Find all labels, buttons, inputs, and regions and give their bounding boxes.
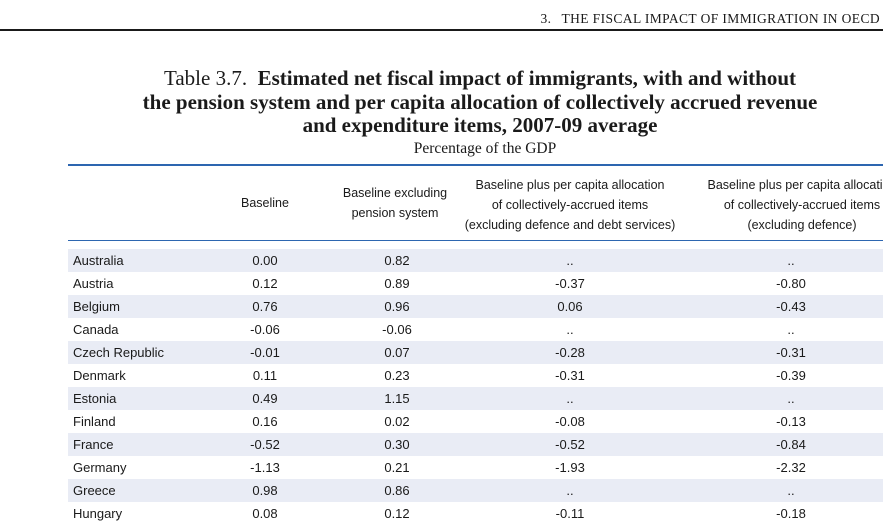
baseline-cell: -0.01 — [250, 345, 280, 360]
baseline-cell: 0.76 — [252, 299, 278, 314]
excl-pension-cell: 0.07 — [384, 345, 410, 360]
pc-excl-defence-debt-cell: -1.93 — [555, 460, 585, 475]
column-header-line: Baseline plus per capita allocation — [707, 178, 883, 192]
baseline-cell: -0.52 — [250, 437, 280, 452]
baseline-cell: 0.08 — [252, 506, 278, 521]
excl-pension-cell: 0.96 — [384, 299, 410, 314]
pc-excl-defence-cell: -0.43 — [776, 299, 806, 314]
excl-pension-cell: 0.02 — [384, 414, 410, 429]
table-title: Table 3.7. Estimated net fiscal impact o… — [0, 66, 883, 138]
excl-pension-cell: 0.21 — [384, 460, 410, 475]
header-bottom-rule — [68, 240, 883, 241]
table-row: Finland 0.16 0.02 -0.08 -0.13 — [68, 410, 883, 433]
column-header-per-capita-excl-defence-debt: Baseline plus per capita allocation of c… — [455, 175, 685, 235]
excl-pension-cell: 0.23 — [384, 368, 410, 383]
table-row: Czech Republic -0.01 0.07 -0.28 -0.31 — [68, 341, 883, 364]
table-row: Belgium 0.76 0.96 0.06 -0.43 — [68, 295, 883, 318]
column-header-line: Baseline excluding — [342, 186, 448, 200]
table-title-line-1: Estimated net fiscal impact of immigrant… — [257, 66, 796, 90]
pc-excl-defence-debt-cell: .. — [566, 483, 574, 498]
excl-pension-cell: 0.30 — [384, 437, 410, 452]
excl-pension-cell: -0.06 — [382, 322, 412, 337]
country-cell: Australia — [73, 253, 124, 268]
excl-pension-cell: 0.12 — [384, 506, 410, 521]
country-cell: Estonia — [73, 391, 117, 406]
excl-pension-cell: 0.89 — [384, 276, 410, 291]
pc-excl-defence-debt-cell: 0.06 — [557, 299, 583, 314]
column-header-line: (excluding defence) — [747, 218, 857, 232]
country-cell: Denmark — [73, 368, 126, 383]
pc-excl-defence-cell: .. — [787, 322, 795, 337]
baseline-cell: -0.06 — [250, 322, 280, 337]
pc-excl-defence-cell: -0.31 — [776, 345, 806, 360]
baseline-cell: 0.11 — [252, 368, 278, 383]
table-number: Table 3.7. — [164, 66, 248, 90]
baseline-cell: -1.13 — [250, 460, 280, 475]
excl-pension-cell: 1.15 — [384, 391, 410, 406]
column-header-line: of collectively-accrued items — [723, 198, 881, 212]
table-row: Germany -1.13 0.21 -1.93 -2.32 — [68, 456, 883, 479]
pc-excl-defence-debt-cell: -0.28 — [555, 345, 585, 360]
country-cell: Finland — [73, 414, 116, 429]
country-cell: Hungary — [73, 506, 123, 521]
table-body: Australia 0.00 0.82 .. .. Austria 0.12 0… — [68, 249, 883, 525]
country-cell: Belgium — [73, 299, 120, 314]
column-header-per-capita-excl-defence: Baseline plus per capita allocation of c… — [687, 175, 883, 235]
running-head: 3. THE FISCAL IMPACT OF IMMIGRATION IN OE… — [0, 11, 880, 27]
baseline-cell: 0.00 — [252, 253, 278, 268]
country-cell: Austria — [73, 276, 114, 291]
column-header-line: Baseline plus per capita allocation — [475, 178, 665, 192]
column-header-excluding-pension: Baseline excluding pension system — [330, 183, 460, 223]
country-cell: France — [73, 437, 114, 452]
pc-excl-defence-cell: -0.39 — [776, 368, 806, 383]
table-row: France -0.52 0.30 -0.52 -0.84 — [68, 433, 883, 456]
table-subtitle: Percentage of the GDP — [413, 140, 557, 157]
pc-excl-defence-cell: .. — [787, 391, 795, 406]
baseline-cell: 0.49 — [252, 391, 278, 406]
pc-excl-defence-cell: -2.32 — [776, 460, 806, 475]
country-cell: Canada — [73, 322, 119, 337]
table-top-rule — [68, 164, 883, 166]
pc-excl-defence-cell: .. — [787, 483, 795, 498]
table-title-line-3: and expenditure items, 2007-09 average — [302, 113, 658, 137]
table-row: Canada -0.06 -0.06 .. .. — [68, 318, 883, 341]
pc-excl-defence-debt-cell: -0.52 — [555, 437, 585, 452]
column-header-line: pension system — [351, 206, 439, 220]
country-cell: Greece — [73, 483, 116, 498]
table-row: Hungary 0.08 0.12 -0.11 -0.18 — [68, 502, 883, 525]
country-cell: Germany — [73, 460, 127, 475]
table-row: Austria 0.12 0.89 -0.37 -0.80 — [68, 272, 883, 295]
pc-excl-defence-cell: -0.80 — [776, 276, 806, 291]
pc-excl-defence-cell: .. — [787, 253, 795, 268]
table-row: Denmark 0.11 0.23 -0.31 -0.39 — [68, 364, 883, 387]
table-row: Australia 0.00 0.82 .. .. — [68, 249, 883, 272]
column-header-line: of collectively-accrued items — [491, 198, 649, 212]
column-header-line: (excluding defence and debt services) — [464, 218, 676, 232]
chapter-title: THE FISCAL IMPACT OF IMMIGRATION IN OECD — [561, 11, 880, 26]
baseline-cell: 0.98 — [252, 483, 278, 498]
table-row: Greece 0.98 0.86 .. .. — [68, 479, 883, 502]
column-header-baseline: Baseline — [220, 193, 310, 213]
chapter-number: 3. — [540, 11, 552, 26]
table-title-line-2: the pension system and per capita alloca… — [142, 89, 818, 114]
excl-pension-cell: 0.82 — [384, 253, 410, 268]
header-rule — [0, 29, 883, 31]
pc-excl-defence-debt-cell: .. — [566, 322, 574, 337]
table-row: Estonia 0.49 1.15 .. .. — [68, 387, 883, 410]
column-header-line: Baseline — [241, 196, 289, 210]
pc-excl-defence-debt-cell: -0.31 — [555, 368, 585, 383]
country-cell: Czech Republic — [73, 345, 165, 360]
baseline-cell: 0.12 — [252, 276, 278, 291]
pc-excl-defence-cell: -0.13 — [776, 414, 806, 429]
pc-excl-defence-debt-cell: .. — [566, 253, 574, 268]
pc-excl-defence-debt-cell: -0.11 — [555, 506, 585, 521]
pc-excl-defence-cell: -0.84 — [776, 437, 806, 452]
pc-excl-defence-debt-cell: .. — [566, 391, 574, 406]
pc-excl-defence-cell: -0.18 — [776, 506, 806, 521]
pc-excl-defence-debt-cell: -0.08 — [555, 414, 585, 429]
baseline-cell: 0.16 — [252, 414, 278, 429]
pc-excl-defence-debt-cell: -0.37 — [555, 276, 585, 291]
excl-pension-cell: 0.86 — [384, 483, 410, 498]
